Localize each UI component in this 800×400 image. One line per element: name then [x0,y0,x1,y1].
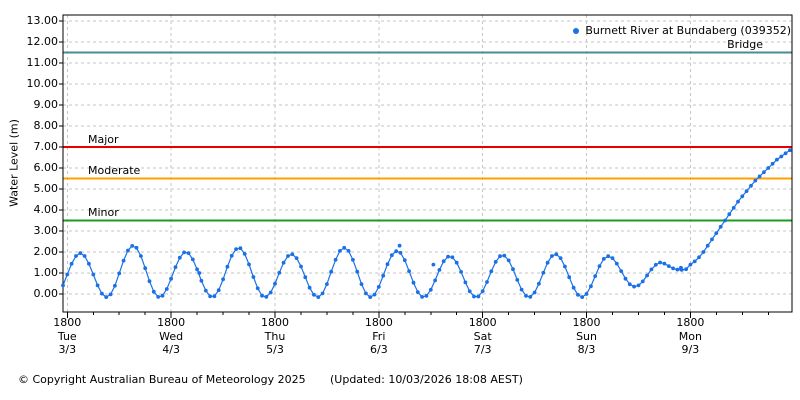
footer-updated: (Updated: 10/03/2026 18:08 AEST) [330,373,523,386]
x-tick-date: 5/3 [266,343,284,356]
y-tick-label: 1.00 [33,266,59,279]
x-tick-label: 1800 Fri 6/3 [347,316,411,357]
x-tick-time: 1800 [572,316,601,329]
y-tick-label: 13.00 [26,14,59,27]
x-tick-date: 7/3 [473,343,492,356]
horizontal-gridlines [63,20,792,295]
minor-flood-label: Minor [88,206,119,219]
y-tick-label: 3.00 [33,224,59,237]
x-tick-day: Sun [576,329,597,343]
bridge-label: Bridge [727,38,763,51]
major-flood-label: Major [88,133,119,146]
x-tick-time: 1800 [260,316,289,329]
x-tick-time: 1800 [676,316,705,329]
x-tick-date: 9/3 [681,343,700,356]
x-tick-day: Wed [159,329,184,343]
axis-ticks [59,20,769,318]
x-tick-day: Sat [473,329,492,343]
y-tick-label: 7.00 [33,140,59,153]
y-tick-label: 5.00 [33,182,59,195]
x-tick-label: 1800 Sat 7/3 [451,316,515,357]
x-tick-time: 1800 [364,316,393,329]
x-tick-date: 6/3 [369,343,388,356]
x-tick-date: 3/3 [58,343,77,356]
series-line [62,149,791,298]
chart-legend: Burnett River at Bundaberg (039352) [573,24,791,37]
y-tick-label: 6.00 [33,161,59,174]
y-tick-label: 11.00 [26,56,59,69]
x-tick-label: 1800 Sun 8/3 [555,316,619,357]
x-tick-day: Fri [372,329,386,343]
x-tick-day: Thu [264,329,286,343]
x-tick-date: 4/3 [162,343,180,356]
legend-series-label: Burnett River at Bundaberg (039352) [585,24,791,37]
y-tick-label: 10.00 [26,77,59,90]
x-tick-day: Mon [678,329,702,343]
x-tick-label: 1800 Thu 5/3 [243,316,307,357]
x-tick-time: 1800 [468,316,497,329]
y-tick-label: 2.00 [33,245,59,258]
vertical-gridlines [66,15,691,312]
x-tick-label: 1800 Mon 9/3 [658,316,722,357]
series-outlier-points [197,243,683,275]
series-points [61,148,792,299]
series-marker-icon [573,27,580,34]
x-tick-label: 1800 Wed 4/3 [139,316,203,357]
y-tick-label: 0.00 [33,287,59,300]
x-tick-date: 8/3 [577,343,596,356]
x-tick-label: 1800 Tue 3/3 [35,316,99,357]
y-tick-label: 4.00 [33,203,59,216]
y-tick-label: 12.00 [26,35,59,48]
y-tick-label: 8.00 [33,119,59,132]
moderate-flood-label: Moderate [88,164,141,177]
x-tick-day: Tue [57,329,77,343]
y-tick-label: 9.00 [33,98,59,111]
x-tick-time: 1800 [157,316,186,329]
x-tick-time: 1800 [53,316,82,329]
footer-copyright: © Copyright Australian Bureau of Meteoro… [18,373,306,386]
plot-frame [62,14,793,313]
